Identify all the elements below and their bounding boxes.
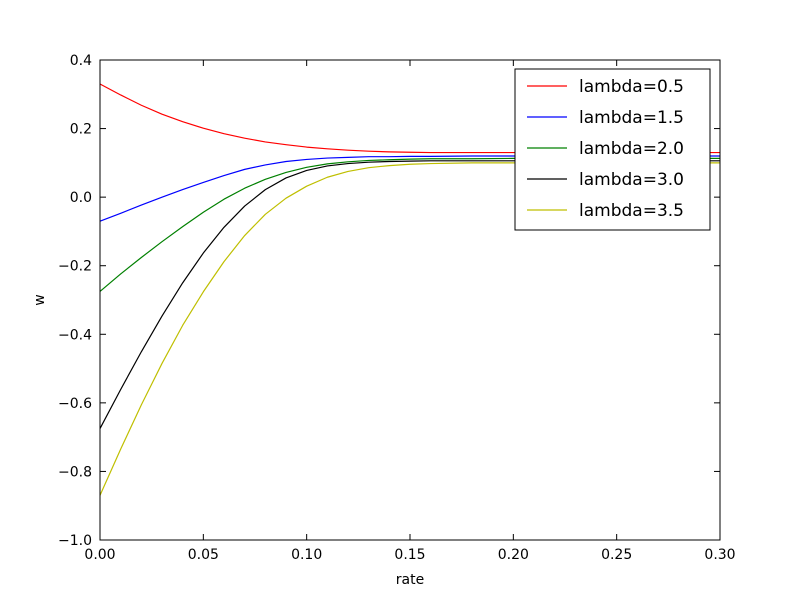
x-tick-label: 0.20 — [498, 547, 529, 563]
legend-label-3: lambda=2.0 — [579, 139, 684, 159]
x-tick-label: 0.15 — [394, 547, 425, 563]
x-tick-label: 0.25 — [601, 547, 632, 563]
legend: lambda=0.5 lambda=1.5 lambda=2.0 lambda=3.0… — [514, 68, 711, 231]
y-tick-label: 0.0 — [70, 190, 92, 206]
y-tick-label: 0.4 — [70, 53, 92, 69]
y-tick-label: −1.0 — [58, 533, 92, 549]
y-tick-label: −0.2 — [58, 259, 92, 275]
x-axis-label: rate — [396, 572, 424, 588]
y-tick-label: −0.6 — [58, 396, 92, 412]
y-tick-label: −0.8 — [58, 464, 92, 480]
legend-label-2: lambda=1.5 — [579, 108, 684, 128]
legend-label-1: lambda=0.5 — [579, 77, 684, 97]
legend-box — [514, 68, 711, 231]
y-tick-label: 0.2 — [70, 122, 92, 138]
y-axis-label: w — [32, 294, 48, 305]
y-tick-label: −0.4 — [58, 327, 92, 343]
x-tick-label: 0.05 — [188, 547, 219, 563]
x-tick-label: 0.30 — [704, 547, 735, 563]
x-tick-label: 0.00 — [84, 547, 115, 563]
ticks-layer: 0.00 0.05 0.10 0.15 0.20 0.25 0.30 −1.0 −0.8 −0.6… — [58, 53, 736, 563]
legend-label-4: lambda=3.0 — [579, 170, 684, 190]
legend-label-5: lambda=3.5 — [579, 201, 684, 221]
x-tick-label: 0.10 — [291, 547, 322, 563]
